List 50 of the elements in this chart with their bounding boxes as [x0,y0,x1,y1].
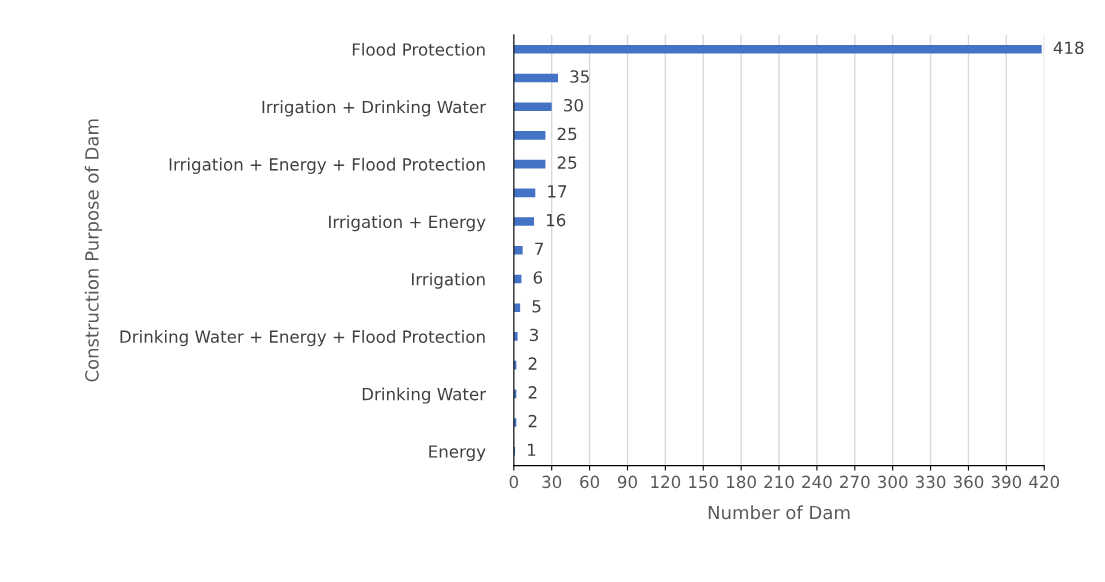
bar [513,102,552,112]
bar [513,73,559,83]
bar [513,159,546,169]
bar [513,44,1042,54]
x-tick-label: 150 [689,475,719,489]
x-tick-label: 90 [617,475,637,489]
x-tick-label: 360 [953,475,984,489]
x-tick-label: 390 [991,475,1022,489]
data-label: 5 [532,300,541,313]
data-label: 7 [535,242,543,255]
data-label: 25 [557,156,577,169]
y-tick-label: Drinking Water [362,387,487,404]
bar [513,245,523,255]
bar [513,188,536,198]
data-label: 2 [528,386,537,399]
bar [513,131,546,140]
y-tick-label: Irrigation + Energy [329,215,486,232]
data-label: 3 [530,328,538,342]
x-axis-title: Number of Dam [708,505,850,520]
y-tick-label: Irrigation + Energy + Flood Protection [169,157,485,174]
data-label: 1 [528,443,536,456]
data-label: 30 [564,98,583,112]
data-label: 25 [557,127,577,141]
x-tick-label: 300 [878,475,908,489]
y-tick-label: Irrigation [412,272,485,289]
x-tick-label: 210 [764,475,794,489]
bar [513,332,518,341]
x-tick-label: 270 [840,475,870,489]
bar [513,303,521,312]
data-label: 2 [528,414,537,428]
y-tick-label: Irrigation + Drinking Water [262,100,487,117]
x-tick-label: 30 [542,475,562,489]
x-tick-label: 120 [651,475,681,489]
x-tick-label: 60 [580,475,600,489]
x-tick-label: 240 [802,475,832,489]
data-label: 17 [548,185,567,198]
y-tick-label: Energy [429,445,486,462]
y-axis-title: Construction Purpose of Dam [84,119,103,382]
y-tick-label: Flood Protection [352,42,485,56]
x-tick-label: 0 [509,475,519,489]
y-tick-label: Drinking Water + Energy + Flood Protection [120,330,485,347]
data-label: 35 [570,70,589,83]
data-label: 6 [533,271,543,284]
data-label: 2 [528,357,537,370]
x-tick-label: 330 [915,475,946,489]
data-label: 16 [546,213,566,227]
x-tick-label: 180 [727,475,756,489]
bar [513,217,535,226]
data-label: 418 [1053,41,1084,55]
x-tick-label: 420 [1029,475,1060,489]
